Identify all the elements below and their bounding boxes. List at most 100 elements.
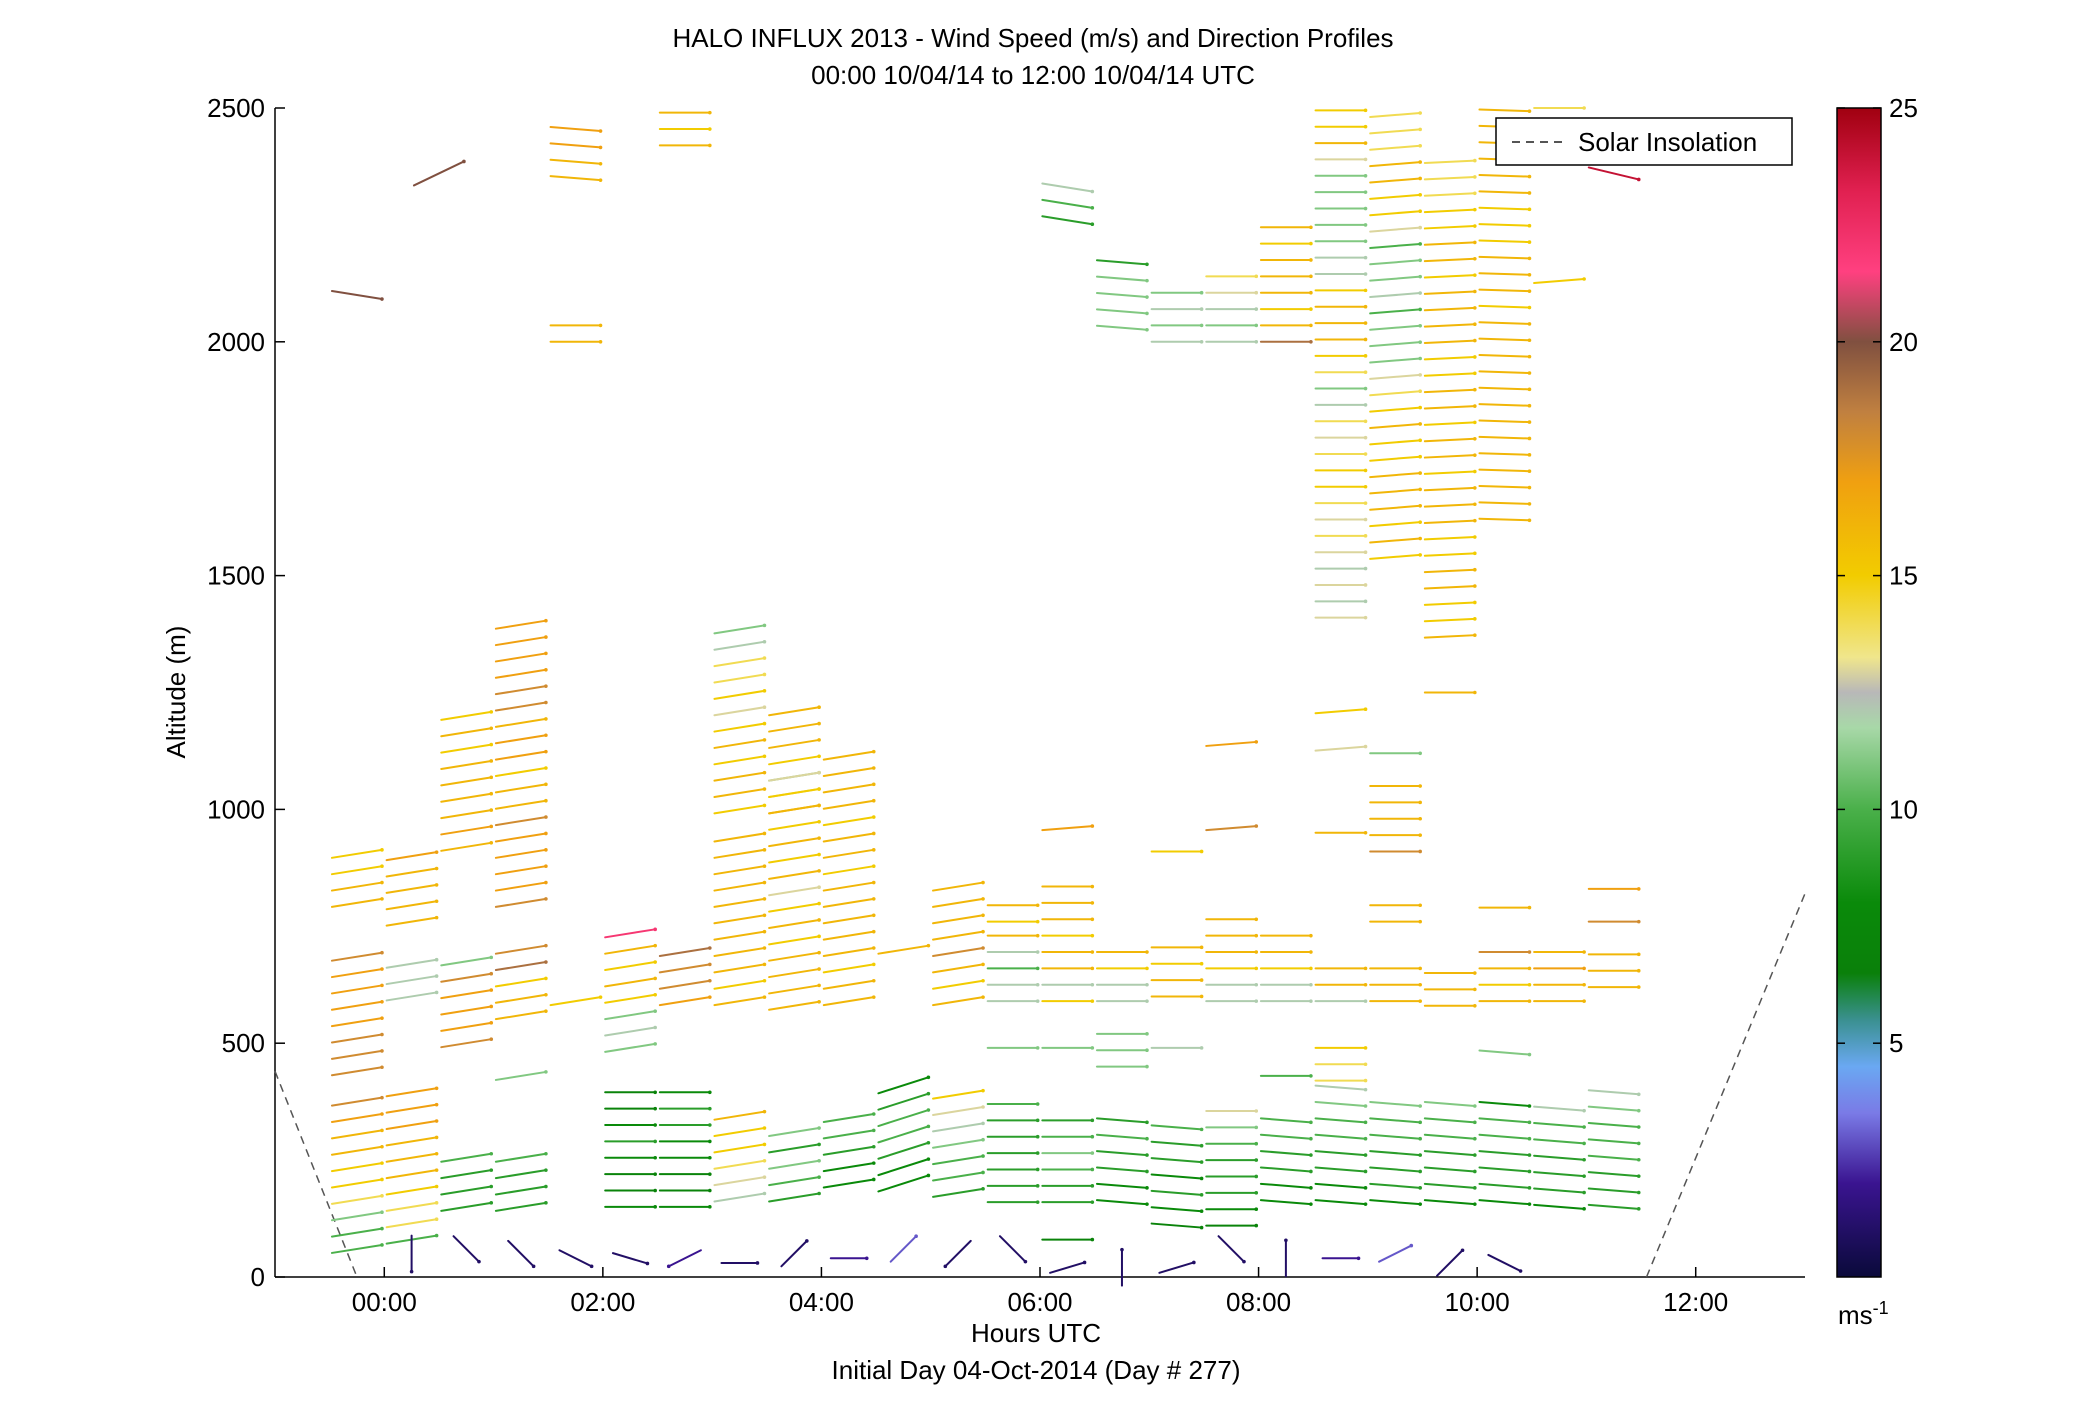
wind-segment xyxy=(385,975,438,986)
y-tick-label: 1500 xyxy=(207,561,265,591)
wind-segment-head xyxy=(1527,403,1532,408)
wind-segment-head xyxy=(1254,740,1259,744)
wind-segment-head xyxy=(926,1124,931,1129)
wind-segment-head xyxy=(1636,1190,1641,1195)
wind-segment-head xyxy=(1473,551,1477,556)
wind-segment xyxy=(768,722,821,733)
wind-segment-head xyxy=(871,897,876,901)
wind-segment-head xyxy=(1145,327,1149,332)
wind-segment xyxy=(1150,1157,1203,1164)
wind-segment-head xyxy=(1636,1207,1641,1211)
wind-segment-head xyxy=(1418,274,1422,279)
wind-segment-head xyxy=(762,1175,767,1179)
wind-segment-head xyxy=(871,946,876,950)
wind-segment-head xyxy=(817,787,821,791)
wind-segment xyxy=(1423,634,1476,639)
wind-segment-head xyxy=(544,1168,548,1172)
wind-segment-head xyxy=(762,913,767,918)
wind-segment-head xyxy=(489,1201,494,1205)
near-surface-wind-head xyxy=(1409,1243,1414,1248)
wind-segment xyxy=(385,1136,438,1147)
wind-segment-head xyxy=(653,1009,657,1013)
wind-segment xyxy=(1423,355,1476,361)
wind-segment-head xyxy=(1527,1120,1532,1125)
wind-segment xyxy=(768,706,821,717)
wind-segment xyxy=(1369,144,1422,151)
wind-segment-head xyxy=(1199,994,1204,999)
wind-segment-head xyxy=(1473,1120,1477,1125)
solar-insolation-right xyxy=(1645,893,1806,1278)
wind-segment-head xyxy=(1363,1078,1368,1083)
wind-segment xyxy=(440,1169,493,1180)
wind-segment xyxy=(1423,225,1476,230)
near-surface-wind-segment xyxy=(507,1239,535,1268)
wind-segment xyxy=(1369,112,1422,119)
wind-segment xyxy=(1369,537,1422,544)
wind-segment-head xyxy=(1363,124,1368,129)
wind-segment xyxy=(932,1155,985,1166)
wind-segment-head xyxy=(926,1157,931,1161)
wind-segment xyxy=(1423,503,1476,508)
colorbar-tick-label: 5 xyxy=(1889,1028,1903,1058)
wind-segment-head xyxy=(926,1173,931,1178)
wind-segment-head xyxy=(1473,175,1477,179)
wind-segment-head xyxy=(489,1037,494,1041)
wind-segment-head xyxy=(1363,321,1368,325)
wind-segment xyxy=(1533,1187,1586,1194)
wind-segment xyxy=(1423,208,1476,214)
wind-segment xyxy=(1369,308,1422,315)
wind-segment xyxy=(604,928,657,939)
wind-segment-head xyxy=(1309,307,1313,311)
wind-segment xyxy=(1369,1166,1422,1173)
wind-segment xyxy=(932,963,985,974)
wind-segment xyxy=(768,886,821,897)
wind-segment xyxy=(1369,226,1422,233)
wind-segment xyxy=(932,1171,985,1182)
wind-segment xyxy=(549,996,602,1007)
wind-segment-head xyxy=(380,1112,384,1116)
wind-segment-head xyxy=(544,976,548,981)
x-tick-label: 00:00 xyxy=(352,1287,417,1317)
wind-profiles xyxy=(330,106,1641,1287)
wind-segment-head xyxy=(1090,1200,1095,1204)
wind-segment-head xyxy=(1363,966,1368,971)
wind-segment xyxy=(1423,1100,1476,1107)
wind-segment-head xyxy=(598,323,603,328)
wind-segment-head xyxy=(1582,950,1586,954)
wind-segment xyxy=(440,972,493,983)
wind-segment-head xyxy=(1199,1176,1204,1181)
wind-segment xyxy=(1369,504,1422,511)
wind-segment xyxy=(1369,259,1422,266)
wind-segment xyxy=(1533,1138,1586,1145)
wind-segment-head xyxy=(1363,223,1368,227)
wind-segment-head xyxy=(1527,338,1532,343)
wind-segment-head xyxy=(1254,340,1259,344)
wind-segment xyxy=(1478,272,1531,276)
wind-segment-head xyxy=(1473,387,1477,392)
wind-segment-head xyxy=(489,1021,494,1025)
wind-segment-head xyxy=(1254,1207,1259,1211)
wind-segment-head xyxy=(1418,111,1422,115)
wind-segment xyxy=(440,727,493,738)
wind-segment xyxy=(713,673,766,684)
wind-segment-head xyxy=(1145,1153,1149,1157)
wind-segment xyxy=(1314,745,1367,752)
wind-segment xyxy=(1478,206,1531,211)
wind-segment-head xyxy=(434,1102,439,1107)
wind-segment xyxy=(713,1127,766,1138)
wind-segment-head xyxy=(1309,258,1313,262)
wind-segment-head xyxy=(1527,436,1532,441)
wind-segment-head xyxy=(1363,174,1368,178)
wind-segment-head xyxy=(1636,1141,1641,1146)
wind-segment-head xyxy=(1418,143,1422,148)
wind-segment-head xyxy=(1035,1118,1040,1123)
wind-segment-head xyxy=(1418,258,1422,263)
wind-segment-head xyxy=(1309,290,1313,295)
wind-segment xyxy=(1369,1100,1422,1107)
near-surface-wind-segment xyxy=(1049,1261,1086,1274)
wind-segment-head xyxy=(1418,1104,1422,1108)
wind-segment xyxy=(385,883,438,894)
wind-segment xyxy=(1478,337,1531,342)
wind-segment-head xyxy=(434,974,439,978)
wind-segment-head xyxy=(1473,158,1477,163)
